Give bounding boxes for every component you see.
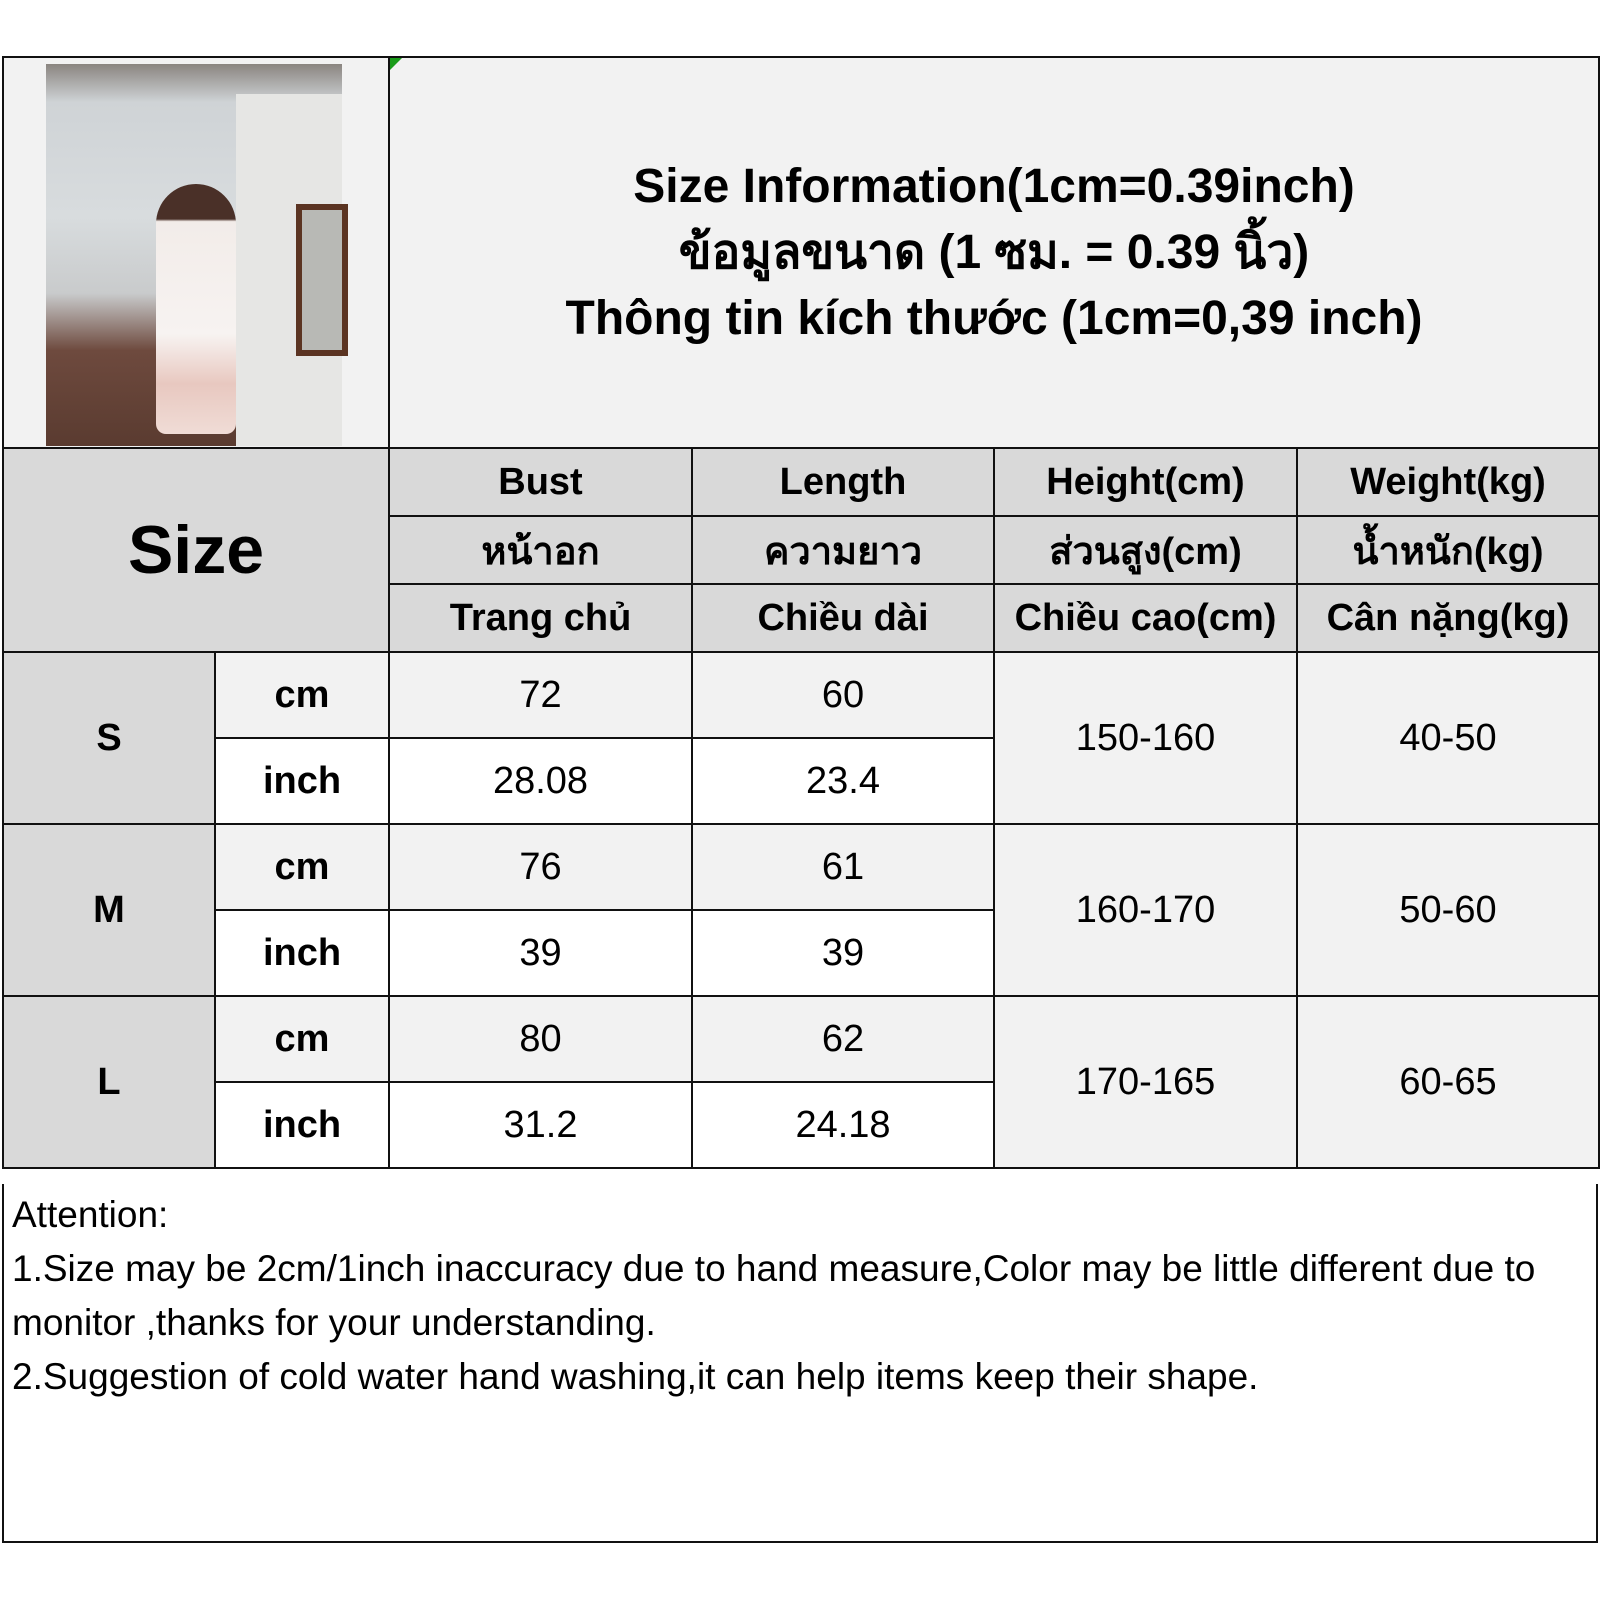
product-photo-cell [2, 56, 390, 449]
m-length-cm: 61 [691, 823, 995, 911]
attention-line-2: 2.Suggestion of cold water hand washing,… [12, 1356, 1259, 1397]
l-bust-inch: 31.2 [388, 1081, 693, 1169]
col-weight-vi: Cân nặng(kg) [1295, 583, 1600, 653]
table-row: inch 28.08 23.4 [3, 737, 1599, 825]
title-vi: Thông tin kích thước (1cm=0,39 inch) [565, 291, 1423, 345]
table-row: S cm 72 60 150-160 40-50 [2, 651, 1600, 825]
col-bust-th: หน้าอก [388, 515, 693, 585]
m-weight: 50-60 [1295, 823, 1600, 997]
size-m: M [2, 823, 216, 997]
l-length-cm: 62 [691, 995, 995, 1083]
l-height: 170-165 [993, 995, 1298, 1169]
col-height-en: Height(cm) [993, 447, 1298, 517]
col-length-th: ความยาว [691, 515, 995, 585]
title-cell: Size Information(1cm=0.39inch) ข้อมูลขนา… [387, 56, 1600, 449]
table-row: inch 39 39 [3, 909, 1599, 997]
unit-cm: cm [214, 995, 390, 1083]
l-weight: 60-65 [1295, 995, 1600, 1169]
product-photo [46, 63, 348, 446]
size-header: Size [2, 447, 390, 653]
s-length-cm: 60 [691, 651, 995, 739]
unit-cm: cm [214, 823, 390, 911]
s-bust-inch: 28.08 [388, 737, 693, 825]
attention-line-1: 1.Size may be 2cm/1inch inaccuracy due t… [12, 1248, 1536, 1343]
l-length-inch: 24.18 [691, 1081, 995, 1169]
table-row: inch 31.2 24.18 [3, 1081, 1599, 1169]
unit-inch: inch [214, 737, 390, 825]
attention-notes: Attention: 1.Size may be 2cm/1inch inacc… [2, 1184, 1598, 1543]
table-row: L cm 80 62 170-165 60-65 [2, 995, 1600, 1169]
col-weight-th: น้ำหนัก(kg) [1295, 515, 1600, 585]
size-l: L [2, 995, 216, 1169]
s-length-inch: 23.4 [691, 737, 995, 825]
title-th: ข้อมูลขนาด (1 ซม. = 0.39 นิ้ว) [678, 225, 1310, 279]
col-bust-vi: Trang chủ [388, 583, 693, 653]
unit-cm: cm [214, 651, 390, 739]
unit-inch: inch [214, 1081, 390, 1169]
s-bust-cm: 72 [388, 651, 693, 739]
s-weight: 40-50 [1295, 651, 1600, 825]
col-height-vi: Chiều cao(cm) [993, 583, 1298, 653]
m-height: 160-170 [993, 823, 1298, 997]
col-height-th: ส่วนสูง(cm) [993, 515, 1298, 585]
size-s: S [2, 651, 216, 825]
table-row: M cm 76 61 160-170 50-60 [2, 823, 1600, 997]
size-chart-table: Size Information(1cm=0.39inch) ข้อมูลขนา… [2, 56, 1600, 1169]
unit-inch: inch [214, 909, 390, 997]
col-bust-en: Bust [388, 447, 693, 517]
cell-marker-icon [390, 58, 402, 70]
col-weight-en: Weight(kg) [1295, 447, 1600, 517]
title-en: Size Information(1cm=0.39inch) [633, 159, 1355, 213]
m-length-inch: 39 [691, 909, 995, 997]
col-length-en: Length [691, 447, 995, 517]
col-length-vi: Chiều dài [691, 583, 995, 653]
m-bust-inch: 39 [388, 909, 693, 997]
l-bust-cm: 80 [388, 995, 693, 1083]
s-height: 150-160 [993, 651, 1298, 825]
m-bust-cm: 76 [388, 823, 693, 911]
attention-heading: Attention: [12, 1194, 169, 1235]
